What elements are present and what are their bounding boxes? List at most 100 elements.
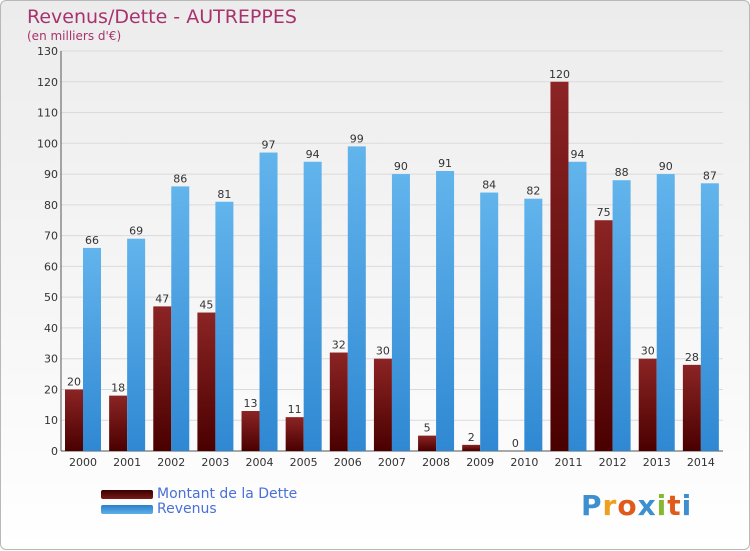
bar-debt bbox=[638, 358, 657, 451]
bar-revenue bbox=[480, 192, 499, 452]
bar-revenue bbox=[259, 152, 278, 452]
y-tick-label: 90 bbox=[44, 168, 58, 181]
x-tick-label: 2009 bbox=[466, 456, 494, 469]
y-tick-label: 50 bbox=[44, 291, 58, 304]
x-tick-label: 2003 bbox=[201, 456, 229, 469]
x-tick-label: 2005 bbox=[290, 456, 318, 469]
bar-revenue bbox=[347, 146, 366, 451]
data-label-debt: 47 bbox=[155, 292, 169, 305]
bar-revenue bbox=[656, 174, 675, 452]
y-tick-label: 130 bbox=[37, 45, 58, 58]
bar-debt bbox=[109, 395, 128, 451]
y-tick-label: 40 bbox=[44, 322, 58, 335]
logo-letter: t bbox=[667, 489, 682, 522]
bar-revenue bbox=[700, 183, 719, 452]
data-label-revenue: 91 bbox=[438, 157, 452, 170]
legend-swatch-debt bbox=[101, 490, 153, 499]
chart-title: Revenus/Dette - AUTREPPES bbox=[27, 6, 297, 28]
y-tick-label: 100 bbox=[37, 137, 58, 150]
bar-revenue bbox=[391, 174, 410, 452]
x-tick-label: 2012 bbox=[599, 456, 627, 469]
bar-revenue bbox=[303, 161, 322, 451]
data-label-debt: 75 bbox=[597, 206, 611, 219]
data-label-debt: 2 bbox=[468, 431, 475, 444]
data-label-debt: 18 bbox=[111, 382, 125, 395]
y-tick-label: 120 bbox=[37, 76, 58, 89]
y-tick-label: 80 bbox=[44, 199, 58, 212]
data-label-revenue: 88 bbox=[615, 166, 629, 179]
logo-letter: P bbox=[581, 489, 603, 522]
x-tick-label: 2013 bbox=[643, 456, 671, 469]
logo-letter: i bbox=[681, 489, 693, 522]
chart-subtitle: (en milliers d'€) bbox=[27, 29, 122, 43]
logo-letter: o bbox=[617, 489, 638, 522]
y-tick-label: 20 bbox=[44, 383, 58, 396]
x-tick-label: 2011 bbox=[554, 456, 582, 469]
y-tick-label: 10 bbox=[44, 414, 58, 427]
data-label-revenue: 82 bbox=[526, 185, 540, 198]
data-label-debt: 30 bbox=[641, 345, 655, 358]
bar-debt bbox=[153, 306, 172, 451]
bar-debt bbox=[550, 81, 569, 452]
bar-debt bbox=[197, 312, 216, 451]
bar-revenue bbox=[568, 161, 587, 451]
y-tick-label: 0 bbox=[51, 445, 58, 458]
data-label-revenue: 94 bbox=[570, 148, 584, 161]
data-label-revenue: 87 bbox=[703, 169, 717, 182]
data-label-debt: 45 bbox=[199, 299, 213, 312]
bar-revenue bbox=[436, 171, 455, 451]
data-label-revenue: 97 bbox=[262, 139, 276, 152]
data-label-debt: 32 bbox=[332, 339, 346, 352]
bar-revenue bbox=[83, 247, 101, 451]
x-tick-label: 2008 bbox=[422, 456, 450, 469]
bar-revenue bbox=[171, 186, 190, 451]
legend-label-debt: Montant de la Dette bbox=[157, 486, 298, 502]
x-tick-label: 2014 bbox=[687, 456, 715, 469]
bar-revenue bbox=[524, 198, 543, 451]
y-tick-label: 30 bbox=[44, 353, 58, 366]
x-tick-label: 2000 bbox=[69, 456, 97, 469]
x-tick-label: 2010 bbox=[510, 456, 538, 469]
bar-debt bbox=[594, 220, 613, 451]
data-label-revenue: 66 bbox=[85, 234, 99, 247]
data-label-debt: 30 bbox=[376, 345, 390, 358]
legend-label-revenue: Revenus bbox=[157, 501, 217, 517]
proxiti-logo: Proxiti bbox=[581, 489, 692, 522]
logo-letter: i bbox=[656, 489, 668, 522]
data-label-debt: 13 bbox=[244, 397, 258, 410]
data-label-debt: 20 bbox=[67, 375, 81, 388]
data-label-revenue: 86 bbox=[173, 172, 187, 185]
bar-debt bbox=[418, 435, 437, 451]
x-tick-label: 2007 bbox=[378, 456, 406, 469]
x-tick-label: 2001 bbox=[113, 456, 141, 469]
bar-debt bbox=[329, 352, 348, 451]
y-tick-label: 70 bbox=[44, 230, 58, 243]
bar-revenue bbox=[127, 238, 146, 451]
bar-debt bbox=[241, 411, 260, 451]
data-label-revenue: 84 bbox=[482, 179, 496, 192]
legend-swatch-revenue bbox=[101, 505, 153, 514]
data-label-revenue: 81 bbox=[217, 188, 231, 201]
data-label-debt: 120 bbox=[549, 68, 570, 81]
x-tick-label: 2002 bbox=[157, 456, 185, 469]
data-label-debt: 0 bbox=[512, 437, 519, 450]
logo-letter: r bbox=[602, 489, 618, 522]
bar-debt bbox=[682, 364, 701, 451]
data-label-revenue: 94 bbox=[306, 148, 320, 161]
bar-debt bbox=[373, 358, 392, 451]
data-label-revenue: 99 bbox=[350, 132, 364, 145]
data-label-revenue: 69 bbox=[129, 225, 143, 238]
x-tick-label: 2006 bbox=[334, 456, 362, 469]
data-label-revenue: 90 bbox=[659, 160, 673, 173]
bar-debt bbox=[285, 417, 304, 451]
data-label-debt: 28 bbox=[685, 351, 699, 364]
bar-revenue bbox=[612, 180, 631, 451]
data-label-debt: 5 bbox=[424, 422, 431, 435]
data-label-debt: 11 bbox=[288, 403, 302, 416]
bar-revenue bbox=[215, 201, 234, 451]
y-tick-label: 60 bbox=[44, 260, 58, 273]
x-tick-label: 2004 bbox=[246, 456, 274, 469]
bar-debt bbox=[65, 389, 83, 451]
